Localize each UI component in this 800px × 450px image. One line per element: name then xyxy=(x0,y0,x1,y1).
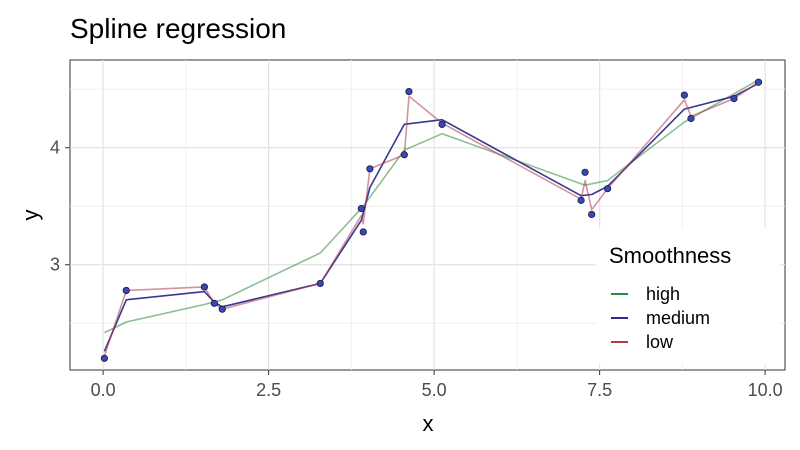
grid-minor xyxy=(70,60,785,370)
x-tick-label: 0.0 xyxy=(91,380,116,400)
series-line-medium xyxy=(103,82,759,352)
grid-major xyxy=(70,60,785,370)
legend-items: high medium low xyxy=(611,284,710,352)
data-point xyxy=(603,185,612,193)
x-axis-label: x xyxy=(423,411,434,436)
y-axis-ticks: 34 xyxy=(50,138,70,275)
chart-title: Spline regression xyxy=(70,13,286,44)
data-point xyxy=(687,114,695,123)
legend-title: Smoothness xyxy=(609,243,731,268)
plot-panel: Smoothness high medium low xyxy=(69,59,786,371)
data-point xyxy=(400,151,408,159)
x-tick-label: 5.0 xyxy=(422,380,447,400)
legend-label-low: low xyxy=(646,332,674,352)
data-point xyxy=(754,78,763,86)
data-point xyxy=(100,354,109,362)
data-point xyxy=(210,299,218,307)
legend: Smoothness high medium low xyxy=(609,243,731,352)
legend-label-high: high xyxy=(646,284,680,304)
x-axis-ticks: 0.0 2.5 5.0 7.5 10.0 xyxy=(91,370,783,400)
legend-label-medium: medium xyxy=(646,308,710,328)
data-point xyxy=(581,168,589,176)
data-point xyxy=(200,283,208,291)
y-axis-label: y xyxy=(18,210,43,221)
data-point xyxy=(680,91,688,99)
x-tick-label: 10.0 xyxy=(748,380,783,400)
data-point xyxy=(405,87,413,96)
x-tick-label: 2.5 xyxy=(256,380,281,400)
data-point xyxy=(357,204,365,213)
y-tick-label: 3 xyxy=(50,255,60,275)
data-point xyxy=(366,165,374,173)
x-tick-label: 7.5 xyxy=(587,380,612,400)
data-point xyxy=(122,286,130,295)
data-point xyxy=(730,95,738,103)
data-point xyxy=(359,228,367,236)
data-point xyxy=(316,279,324,288)
y-tick-label: 4 xyxy=(50,138,60,158)
data-points xyxy=(100,78,763,362)
data-point xyxy=(588,210,596,219)
data-point xyxy=(577,196,585,204)
series-line-high xyxy=(104,79,759,334)
data-point xyxy=(438,120,446,128)
data-point xyxy=(218,305,226,313)
